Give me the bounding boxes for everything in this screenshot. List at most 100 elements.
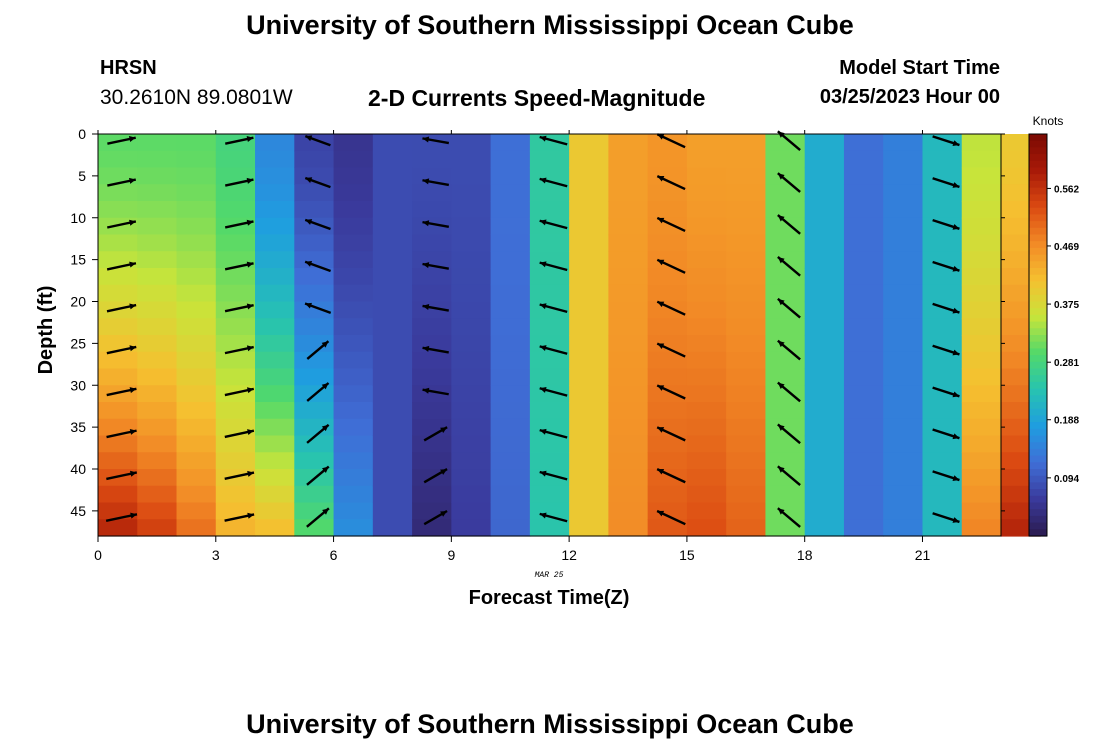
heatmap-cell xyxy=(726,268,767,286)
heatmap-cell xyxy=(765,284,806,303)
vector-head xyxy=(539,303,547,310)
heatmap-cell xyxy=(176,452,217,470)
heatmap-cell xyxy=(412,385,452,403)
heatmap-cell xyxy=(451,234,492,252)
chart-subtitle: 2-D Currents Speed-Magnitude xyxy=(368,85,706,111)
colorbar-segment xyxy=(1029,462,1047,470)
heatmap-cell xyxy=(490,167,531,185)
heatmap-cell xyxy=(451,268,492,286)
colorbar-segment xyxy=(1029,154,1047,162)
heatmap-cell xyxy=(843,201,884,219)
vector-head xyxy=(305,260,313,267)
vector-head xyxy=(777,173,785,180)
heatmap-cell xyxy=(529,184,570,202)
heatmap-cell xyxy=(569,385,609,403)
heatmap-cell xyxy=(451,201,492,219)
vector-head xyxy=(952,349,960,356)
heatmap-cell xyxy=(765,318,806,336)
heatmap-cell xyxy=(883,217,924,236)
vector-head xyxy=(539,177,547,184)
heatmap-cell xyxy=(215,318,256,336)
heatmap-cell xyxy=(686,385,727,403)
current-vector-arrow xyxy=(777,297,801,319)
heatmap-cell xyxy=(451,452,492,470)
heatmap-cell xyxy=(294,301,335,319)
vector-head xyxy=(129,428,137,435)
heatmap-cell xyxy=(529,435,570,453)
heatmap-cell xyxy=(137,368,178,386)
vector-head xyxy=(422,220,430,227)
heatmap-cell xyxy=(372,134,413,152)
heatmap-cell xyxy=(726,418,767,437)
colorbar-segment xyxy=(1029,395,1047,403)
colorbar-frame xyxy=(1028,133,1048,537)
heatmap-cell xyxy=(412,519,452,537)
heatmap-cell xyxy=(529,485,570,504)
heatmap-cell xyxy=(137,217,178,236)
vector-head xyxy=(952,391,960,398)
colorbar-segment xyxy=(1029,201,1047,209)
current-vector-arrow xyxy=(422,136,450,145)
current-vector-arrow xyxy=(306,465,330,486)
heatmap-cell xyxy=(883,385,924,403)
heatmap-cell xyxy=(765,351,806,370)
heatmap-cell xyxy=(333,134,374,152)
heatmap-cell xyxy=(569,402,609,420)
colorbar-segment xyxy=(1029,288,1047,296)
current-vector-arrow xyxy=(422,345,449,354)
vector-head xyxy=(246,387,254,394)
heatmap-cell xyxy=(176,184,217,202)
heatmap-cell xyxy=(451,435,492,453)
colorbar-segment xyxy=(1029,368,1047,376)
current-vector-arrow xyxy=(777,214,801,235)
heatmap-cell xyxy=(372,301,413,319)
heatmap-cell xyxy=(294,268,335,286)
heatmap-cell xyxy=(176,318,217,336)
heatmap-cell xyxy=(569,268,609,286)
heatmap-cell xyxy=(490,234,531,252)
heatmap-cell xyxy=(608,335,649,353)
heatmap-cell xyxy=(726,150,767,169)
current-vector-arrow xyxy=(106,219,137,229)
vector-head xyxy=(247,512,255,519)
current-vector-arrow xyxy=(224,345,254,355)
heatmap-cell xyxy=(333,284,374,303)
heatmap-cell xyxy=(569,452,609,470)
heatmap-cell xyxy=(255,234,295,252)
chart-title: University of Southern Mississippi Ocean… xyxy=(246,10,854,40)
speed-heatmap-chart: 0 3 6 9 12 15 18 21 0 5 10 15 20 25 30 35 40 45 Forecast… xyxy=(35,114,1079,609)
heatmap-cell xyxy=(255,284,295,303)
colorbar-segment xyxy=(1029,207,1047,215)
colorbar-segment xyxy=(1029,469,1047,477)
heatmap-cell xyxy=(176,368,217,386)
heatmap-cell xyxy=(569,251,609,269)
heatmap-cell xyxy=(490,318,531,336)
heatmap-cell xyxy=(333,385,374,403)
heatmap-cell xyxy=(333,502,374,520)
heatmap-cell xyxy=(98,284,138,303)
current-vector-arrow xyxy=(224,261,254,271)
heatmap-cell xyxy=(569,418,609,437)
y-tick-label: 30 xyxy=(70,377,86,393)
heatmap-cell xyxy=(176,385,217,403)
heatmap-cell xyxy=(765,184,806,202)
colorbar-segment xyxy=(1029,422,1047,430)
heatmap-cell xyxy=(255,469,295,487)
heatmap-cell xyxy=(215,284,256,303)
heatmap-cell xyxy=(137,485,178,504)
heatmap-cell xyxy=(215,452,256,470)
heatmap-cell xyxy=(529,201,570,219)
heatmap-cell xyxy=(647,469,688,487)
vector-head xyxy=(657,176,665,182)
date-note: MAR 25 xyxy=(535,571,564,580)
heatmap-cell xyxy=(608,402,649,420)
heatmap-cell xyxy=(922,469,963,487)
heatmap-cell xyxy=(569,435,609,453)
heatmap-cell xyxy=(647,452,688,470)
heatmap-cell xyxy=(569,335,609,353)
heatmap-cell xyxy=(883,469,924,487)
heatmap-cell xyxy=(922,167,963,185)
vector-head xyxy=(129,303,137,310)
heatmap-cell xyxy=(608,184,649,202)
heatmap-cell xyxy=(490,284,531,303)
